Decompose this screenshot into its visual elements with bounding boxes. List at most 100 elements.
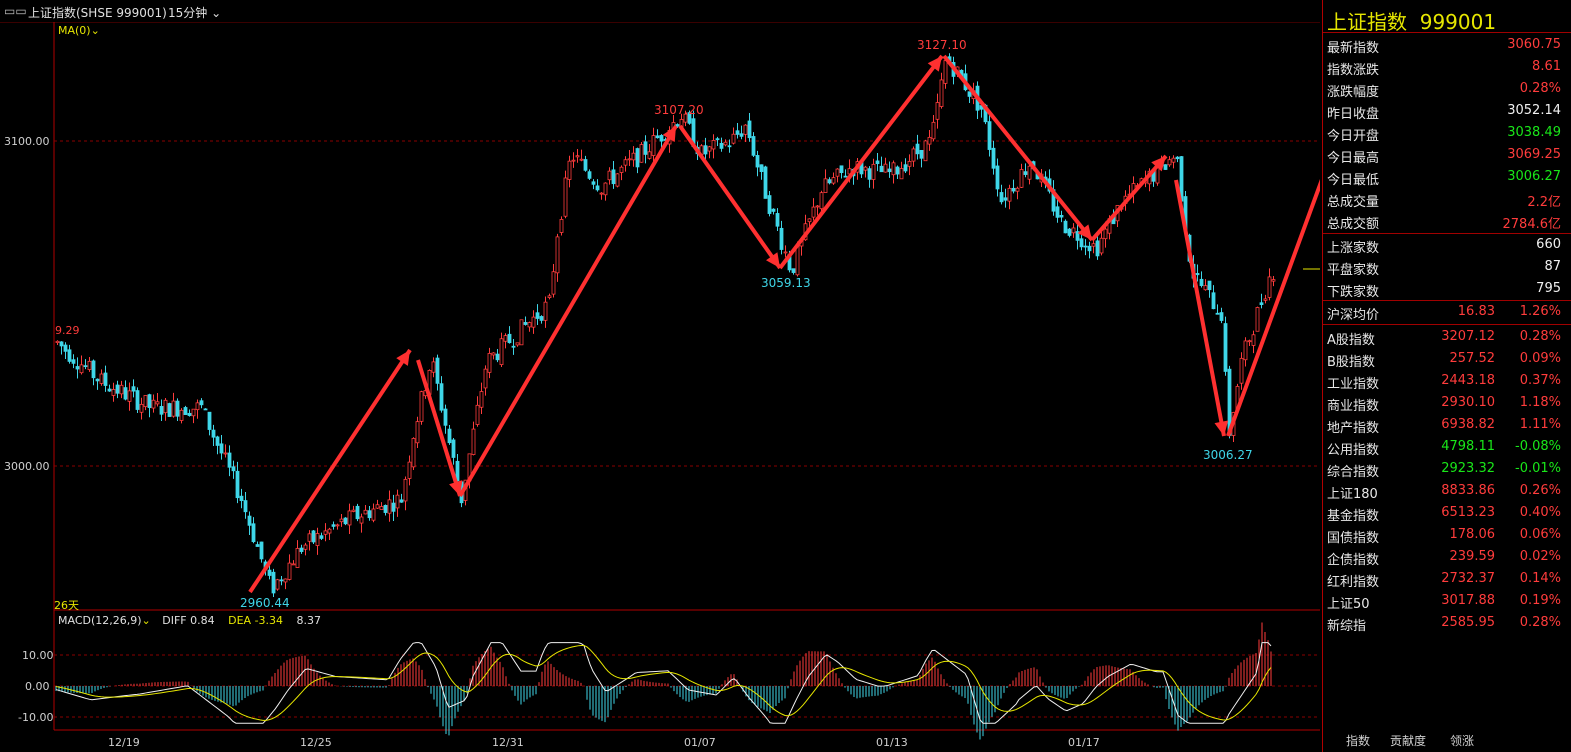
candle-body bbox=[1247, 340, 1252, 343]
index-row[interactable]: 国债指数 178.06 0.06% bbox=[1323, 524, 1569, 546]
candle-body bbox=[499, 338, 504, 366]
candle-body bbox=[579, 158, 584, 161]
trend-arrow bbox=[1090, 154, 1168, 242]
index-row[interactable]: 企债指数 239.59 0.02% bbox=[1323, 546, 1569, 568]
candle-body bbox=[487, 353, 492, 373]
arrow-head bbox=[1077, 224, 1092, 240]
candle-body bbox=[107, 388, 112, 392]
candle-body bbox=[475, 404, 480, 425]
candle-body bbox=[751, 136, 756, 156]
stat-row[interactable]: 今日开盘 3038.49 bbox=[1323, 122, 1569, 144]
kline-chart[interactable] bbox=[0, 22, 1320, 752]
candle-body bbox=[815, 205, 820, 208]
candle-body bbox=[259, 541, 264, 560]
index-change: 0.28% bbox=[1519, 329, 1561, 344]
candle-body bbox=[235, 470, 240, 499]
tab-contribution[interactable]: 贡献度 bbox=[1390, 734, 1427, 748]
stat-label: 最新指数 bbox=[1327, 41, 1380, 56]
candle-body bbox=[419, 391, 424, 422]
index-row[interactable]: 基金指数 6513.23 0.40% bbox=[1323, 502, 1569, 524]
candle-body bbox=[919, 149, 924, 159]
index-change: -0.01% bbox=[1515, 461, 1561, 476]
index-row[interactable]: B股指数 257.52 0.09% bbox=[1323, 348, 1569, 370]
candle-body bbox=[723, 141, 728, 146]
tab-index[interactable]: 指数 bbox=[1346, 734, 1371, 748]
candle-body bbox=[387, 499, 392, 514]
candle-body bbox=[571, 159, 576, 162]
index-row[interactable]: 工业指数 2443.18 0.37% bbox=[1323, 370, 1569, 392]
candle-body bbox=[831, 177, 836, 184]
price-annotation: 3127.10 bbox=[917, 38, 967, 52]
index-row[interactable]: 新综指 2585.95 0.28% bbox=[1323, 612, 1569, 634]
macd-header[interactable]: MACD(12,26,9)⌄ DIFF 0.84 DEA -3.34 8.37 bbox=[58, 614, 321, 627]
stat-row[interactable]: 总成交额 2784.6亿 bbox=[1323, 210, 1569, 232]
stat-row[interactable]: 今日最高 3069.25 bbox=[1323, 144, 1569, 166]
candle-body bbox=[595, 185, 600, 191]
candle-body bbox=[551, 271, 556, 295]
index-row[interactable]: 红利指数 2732.37 0.14% bbox=[1323, 568, 1569, 590]
breadth-row[interactable]: 上涨家数 660 bbox=[1323, 234, 1569, 256]
window-toggle-icon[interactable]: ▭▭ bbox=[4, 4, 27, 18]
left-edge-value: 9.29 bbox=[55, 324, 80, 337]
candle-body bbox=[727, 145, 732, 148]
stat-row[interactable]: 今日最低 3006.27 bbox=[1323, 166, 1569, 188]
index-row[interactable]: 公用指数 4798.11 -0.08% bbox=[1323, 436, 1569, 458]
breadth-row[interactable]: 下跌家数 795 bbox=[1323, 278, 1569, 300]
breadth-row[interactable]: 平盘家数 87 bbox=[1323, 256, 1569, 278]
stat-row[interactable]: 涨跌幅度 0.28% bbox=[1323, 78, 1569, 100]
candle-body bbox=[547, 295, 552, 299]
candle-body bbox=[619, 166, 624, 173]
index-row[interactable]: 商业指数 2930.10 1.18% bbox=[1323, 392, 1569, 414]
x-tick: 12/19 bbox=[108, 736, 140, 749]
diff-line bbox=[55, 642, 1272, 724]
candle-body bbox=[943, 60, 948, 84]
index-row[interactable]: 综合指数 2923.32 -0.01% bbox=[1323, 458, 1569, 480]
period-selector[interactable]: 15分钟 ⌄ bbox=[168, 4, 221, 21]
candle-body bbox=[1207, 280, 1212, 291]
candle-body bbox=[171, 400, 176, 417]
stat-row[interactable]: 最新指数 3060.75 bbox=[1323, 34, 1569, 56]
candle-body bbox=[59, 341, 64, 347]
candle-body bbox=[383, 504, 388, 513]
candle-body bbox=[515, 342, 520, 346]
candle-body bbox=[67, 349, 72, 362]
candle-body bbox=[359, 516, 364, 524]
candle-body bbox=[287, 562, 292, 580]
candle-body bbox=[455, 460, 460, 482]
candle-body bbox=[1215, 312, 1220, 315]
candle-body bbox=[747, 120, 752, 139]
stat-row[interactable]: 昨日收盘 3052.14 bbox=[1323, 100, 1569, 122]
index-row[interactable]: A股指数 3207.12 0.28% bbox=[1323, 326, 1569, 348]
candle-body bbox=[183, 407, 188, 415]
candle-body bbox=[155, 401, 160, 405]
x-tick: 01/07 bbox=[684, 736, 716, 749]
candle-body bbox=[935, 102, 940, 120]
index-row[interactable]: 上证180 8833.86 0.26% bbox=[1323, 480, 1569, 502]
candle-body bbox=[271, 571, 276, 594]
candle-body bbox=[779, 227, 784, 250]
index-row[interactable]: 地产指数 6938.82 1.11% bbox=[1323, 414, 1569, 436]
stat-row[interactable]: 指数涨跌 8.61 bbox=[1323, 56, 1569, 78]
index-label: 商业指数 bbox=[1327, 399, 1380, 414]
index-value: 2585.95 bbox=[1441, 615, 1495, 630]
index-label: 地产指数 bbox=[1327, 421, 1380, 436]
stat-value: 2.2亿 bbox=[1527, 195, 1561, 210]
candle-body bbox=[643, 141, 648, 155]
ma-indicator[interactable]: MA(0)⌄ bbox=[58, 24, 100, 37]
trend-arrow bbox=[1174, 179, 1226, 437]
candle-body bbox=[1163, 164, 1168, 170]
stat-value: 3069.25 bbox=[1507, 147, 1561, 162]
index-value: 2443.18 bbox=[1441, 373, 1495, 388]
candle-body bbox=[451, 439, 456, 458]
stat-row[interactable]: 总成交量 2.2亿 bbox=[1323, 188, 1569, 210]
candle-body bbox=[323, 530, 328, 535]
candle-body bbox=[239, 495, 244, 502]
candle-body bbox=[783, 251, 788, 254]
hushen-row[interactable]: 沪深均价 16.83 1.26% bbox=[1323, 301, 1569, 323]
index-label: 红利指数 bbox=[1327, 575, 1380, 590]
tab-top-gainers[interactable]: 领涨 bbox=[1450, 734, 1475, 748]
candle-body bbox=[331, 524, 336, 527]
candle-body bbox=[651, 135, 656, 156]
index-row[interactable]: 上证50 3017.88 0.19% bbox=[1323, 590, 1569, 612]
chevron-down-icon: ⌄ bbox=[211, 6, 222, 20]
